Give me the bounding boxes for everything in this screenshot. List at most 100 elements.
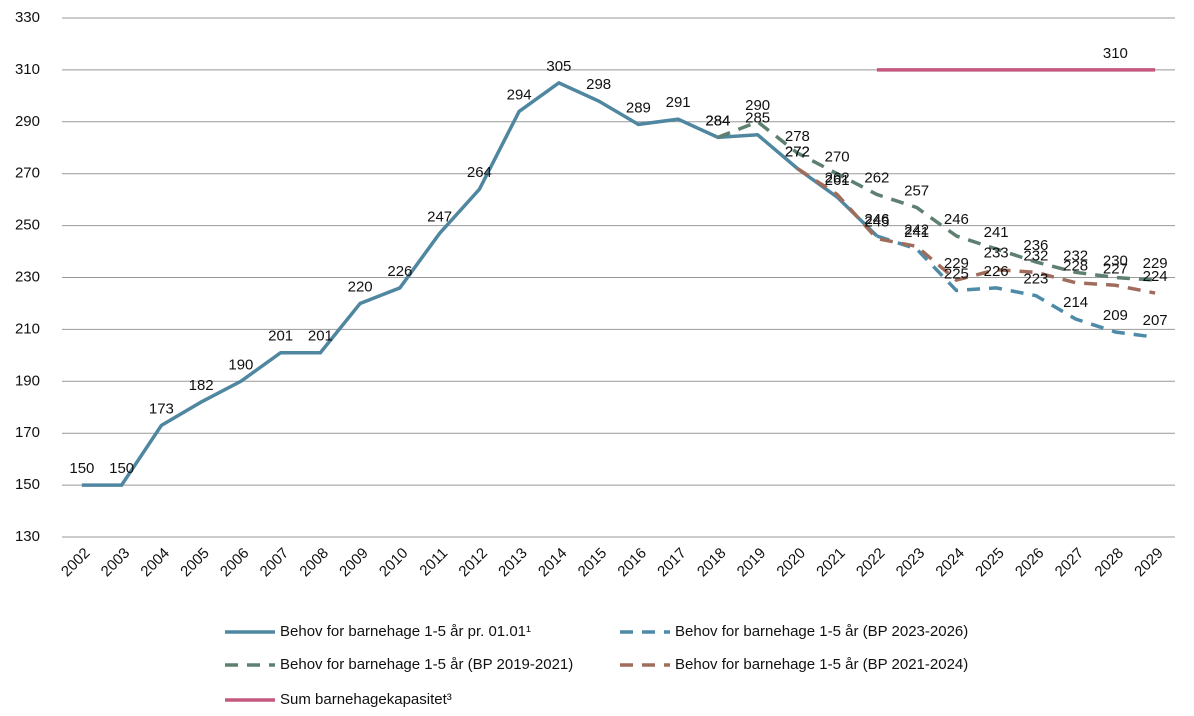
data-label: 291 xyxy=(666,94,691,111)
y-tick-label: 250 xyxy=(15,217,40,234)
legend-label: Behov for barnehage 1-5 år (BP 2019-2021… xyxy=(280,656,573,673)
data-label: 214 xyxy=(1063,294,1088,311)
x-tick-label: 2023 xyxy=(893,545,929,581)
data-label: 278 xyxy=(785,128,810,145)
data-label: 201 xyxy=(268,328,293,345)
x-tick-label: 2022 xyxy=(853,545,889,581)
data-label: 229 xyxy=(1143,255,1168,272)
y-tick-label: 170 xyxy=(15,424,40,441)
data-label: 207 xyxy=(1143,312,1168,329)
data-label: 246 xyxy=(864,211,889,228)
series-line xyxy=(796,167,1156,295)
x-tick-label: 2014 xyxy=(535,545,571,581)
y-tick-label: 290 xyxy=(15,113,40,130)
legend-label: Behov for barnehage 1-5 år (BP 2023-2026… xyxy=(675,623,968,640)
data-label: 242 xyxy=(904,221,929,238)
x-tick-label: 2017 xyxy=(654,545,690,581)
y-tick-label: 150 xyxy=(15,476,40,493)
data-label: 245 xyxy=(864,214,889,231)
data-label: 264 xyxy=(467,164,492,181)
x-tick-label: 2020 xyxy=(773,545,809,581)
data-label: 150 xyxy=(69,460,94,477)
data-label: 284 xyxy=(705,112,730,129)
y-tick-label: 270 xyxy=(15,165,40,182)
y-tick-label: 210 xyxy=(15,320,40,337)
series-line xyxy=(717,119,1156,282)
data-label: 220 xyxy=(348,278,373,295)
data-label: 223 xyxy=(1023,271,1048,288)
data-label: 246 xyxy=(864,211,889,228)
data-label: 272 xyxy=(785,143,810,160)
data-label: 284 xyxy=(705,112,730,129)
y-tick-label: 330 xyxy=(15,9,40,26)
data-label: 289 xyxy=(626,99,651,116)
data-label: 241 xyxy=(984,224,1009,241)
data-label: 209 xyxy=(1103,307,1128,324)
x-tick-label: 2021 xyxy=(813,545,849,581)
x-tick-label: 2002 xyxy=(58,545,94,581)
y-tick-label: 130 xyxy=(15,528,40,545)
x-tick-label: 2029 xyxy=(1131,545,1167,581)
x-tick-label: 2012 xyxy=(455,545,491,581)
x-tick-label: 2005 xyxy=(177,545,213,581)
data-label: 229 xyxy=(944,255,969,272)
data-label: 246 xyxy=(944,211,969,228)
data-label: 298 xyxy=(586,76,611,93)
x-tick-label: 2027 xyxy=(1052,545,1088,581)
data-label: 227 xyxy=(1103,260,1128,277)
series-line xyxy=(876,234,1156,339)
x-tick-label: 2025 xyxy=(972,545,1008,581)
data-label: 173 xyxy=(149,400,174,417)
x-tick-label: 2007 xyxy=(257,545,293,581)
x-tick-label: 2011 xyxy=(416,545,451,580)
series-line xyxy=(81,80,879,487)
x-tick-label: 2006 xyxy=(217,545,253,581)
data-label: 228 xyxy=(1063,258,1088,275)
data-label: 226 xyxy=(984,263,1009,280)
x-tick-label: 2028 xyxy=(1091,545,1127,581)
data-label: 232 xyxy=(1063,247,1088,264)
data-label: 294 xyxy=(507,86,532,103)
x-tick-label: 2018 xyxy=(694,545,730,581)
x-tick-label: 2010 xyxy=(376,545,412,581)
data-label: 182 xyxy=(189,377,214,394)
data-label: 225 xyxy=(944,265,969,282)
data-label: 310 xyxy=(1103,45,1128,62)
y-tick-label: 310 xyxy=(15,61,40,78)
y-tick-label: 190 xyxy=(15,372,40,389)
data-label: 236 xyxy=(1023,237,1048,254)
data-label: 150 xyxy=(109,460,134,477)
data-label: 257 xyxy=(904,182,929,199)
data-label: 262 xyxy=(864,169,889,186)
data-label: 230 xyxy=(1103,252,1128,269)
x-tick-label: 2024 xyxy=(932,545,968,581)
data-label: 247 xyxy=(427,208,452,225)
data-label: 224 xyxy=(1143,268,1168,285)
y-tick-label: 230 xyxy=(15,268,40,285)
data-label: 272 xyxy=(785,143,810,160)
x-tick-label: 2008 xyxy=(296,545,332,581)
data-label: 190 xyxy=(228,356,253,373)
legend-label: Behov for barnehage 1-5 år pr. 01.01¹ xyxy=(280,623,531,640)
data-label: 241 xyxy=(904,224,929,241)
data-label: 226 xyxy=(387,263,412,280)
data-label: 232 xyxy=(1023,247,1048,264)
x-tick-label: 2004 xyxy=(137,545,173,581)
x-tick-label: 2003 xyxy=(98,545,134,581)
data-label: 262 xyxy=(825,169,850,186)
x-tick-label: 2019 xyxy=(734,545,770,581)
legend-label: Sum barnehagekapasitet³ xyxy=(280,691,452,708)
x-tick-label: 2015 xyxy=(575,545,611,581)
data-label: 261 xyxy=(825,172,850,189)
data-label: 201 xyxy=(308,328,333,345)
data-label: 285 xyxy=(745,110,770,127)
x-tick-label: 2009 xyxy=(336,545,372,581)
x-tick-label: 2016 xyxy=(614,545,650,581)
data-label: 270 xyxy=(825,149,850,166)
data-label: 290 xyxy=(745,97,770,114)
legend-label: Behov for barnehage 1-5 år (BP 2021-2024… xyxy=(675,656,968,673)
x-tick-label: 2026 xyxy=(1012,545,1048,581)
data-label: 233 xyxy=(984,245,1009,262)
data-label: 305 xyxy=(546,58,571,75)
